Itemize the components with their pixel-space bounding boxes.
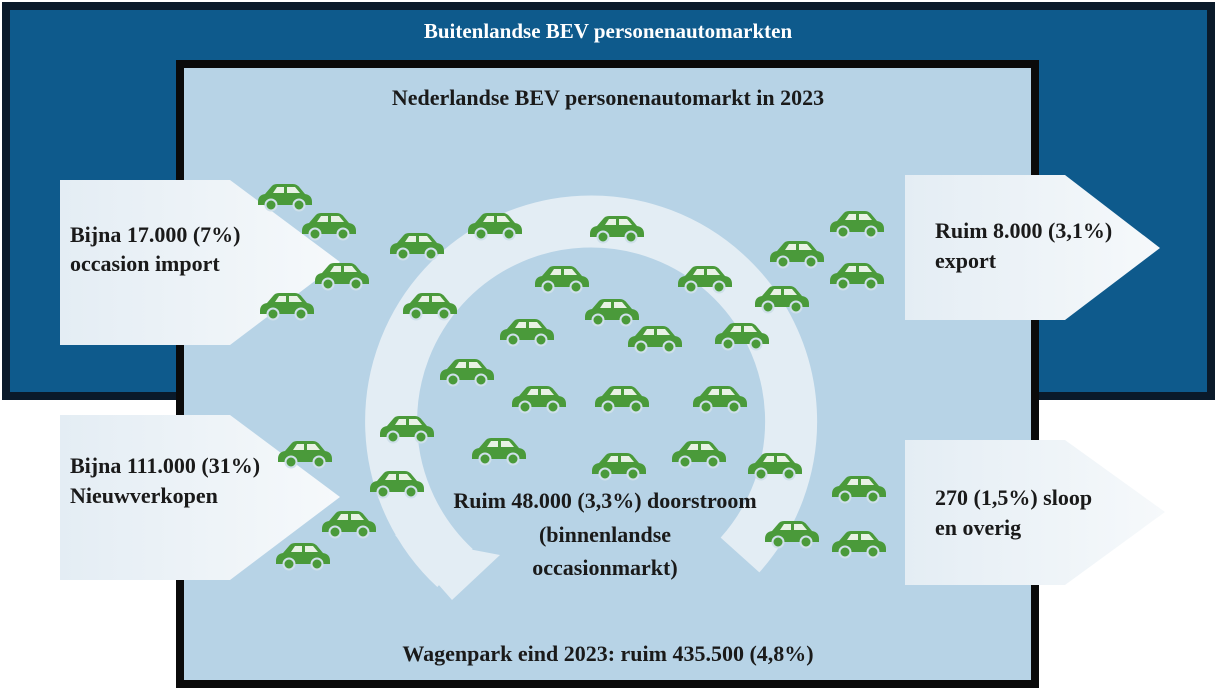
outer-title: Buitenlandse BEV personenautomarkten — [424, 19, 793, 43]
flow-label: Nieuwverkopen — [70, 483, 218, 508]
flow-label: Ruim 48.000 (3,3%) doorstroom — [453, 488, 756, 513]
flow-label: Bijna 17.000 (7%) — [70, 222, 241, 247]
flow-label: export — [935, 248, 997, 273]
flow-label: occasion import — [70, 251, 220, 276]
flow-label: occasionmarkt) — [532, 555, 677, 580]
cycle-arrowhead — [395, 535, 500, 600]
dutch-market — [176, 60, 1039, 688]
flow-label: en overig — [935, 515, 1021, 540]
flow-label: Ruim 8.000 (3,1%) — [935, 218, 1112, 243]
scrap-arrow — [905, 440, 1165, 585]
flow-label: (binnenlandse — [539, 522, 671, 547]
flow-label: Bijna 111.000 (31%) — [70, 453, 260, 478]
inner-title: Nederlandse BEV personenautomarkt in 202… — [392, 85, 824, 110]
inner-footer: Wagenpark eind 2023: ruim 435.500 (4,8%) — [402, 641, 813, 666]
new-sales-arrow — [60, 415, 340, 580]
export-arrow — [905, 175, 1160, 320]
flow-label: 270 (1,5%) sloop — [935, 485, 1092, 510]
